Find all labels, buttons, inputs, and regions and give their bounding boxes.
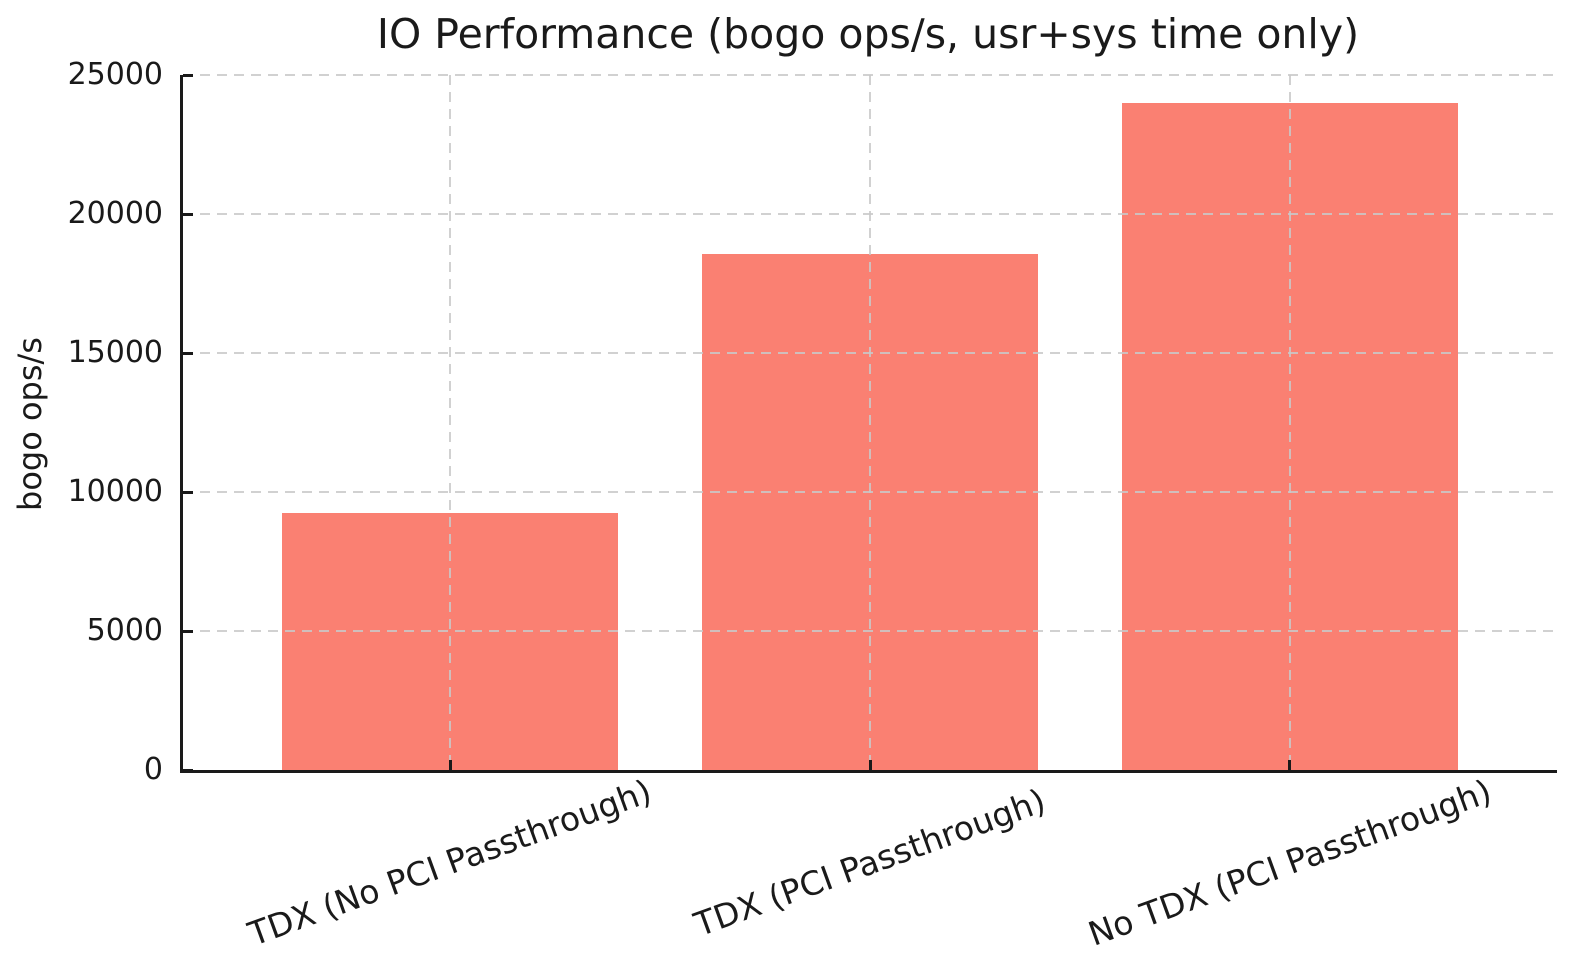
plot-area: 0 5000 10000 15000 20000 25000 TDX (No PCI Pas…: [68, 60, 1557, 954]
y-tick-0: [183, 768, 193, 772]
y-tick-10000: [183, 490, 193, 494]
x-tick-label-1: TDX (No PCI Passthrough): [243, 771, 657, 954]
y-tick-label-10000: 10000: [67, 474, 163, 509]
x-tick-1: [448, 760, 452, 770]
y-tick-label-15000: 15000: [67, 335, 163, 370]
y-tick-label-20000: 20000: [67, 196, 163, 231]
x-gridline-1: [449, 75, 452, 770]
x-tick-2: [868, 760, 872, 770]
y-tick-label-0: 0: [143, 752, 163, 787]
x-tick-label-3: No TDX (PCI Passthrough): [1082, 771, 1497, 954]
x-gridline-3: [1288, 75, 1291, 770]
y-tick-15000: [183, 351, 193, 355]
x-tick-label-2: TDX (PCI Passthrough): [689, 780, 1051, 945]
x-gridline-2: [869, 75, 871, 770]
y-tick-20000: [183, 212, 193, 216]
x-tick-3: [1288, 760, 1292, 770]
y-tick-25000: [183, 73, 193, 77]
y-tick-label-5000: 5000: [86, 613, 163, 648]
chart-title: IO Performance (bogo ops/s, usr+sys time…: [376, 10, 1360, 58]
y-tick-5000: [183, 629, 193, 633]
y-axis-label: bogo ops/s: [11, 337, 49, 511]
y-tick-label-25000: 25000: [67, 57, 163, 92]
